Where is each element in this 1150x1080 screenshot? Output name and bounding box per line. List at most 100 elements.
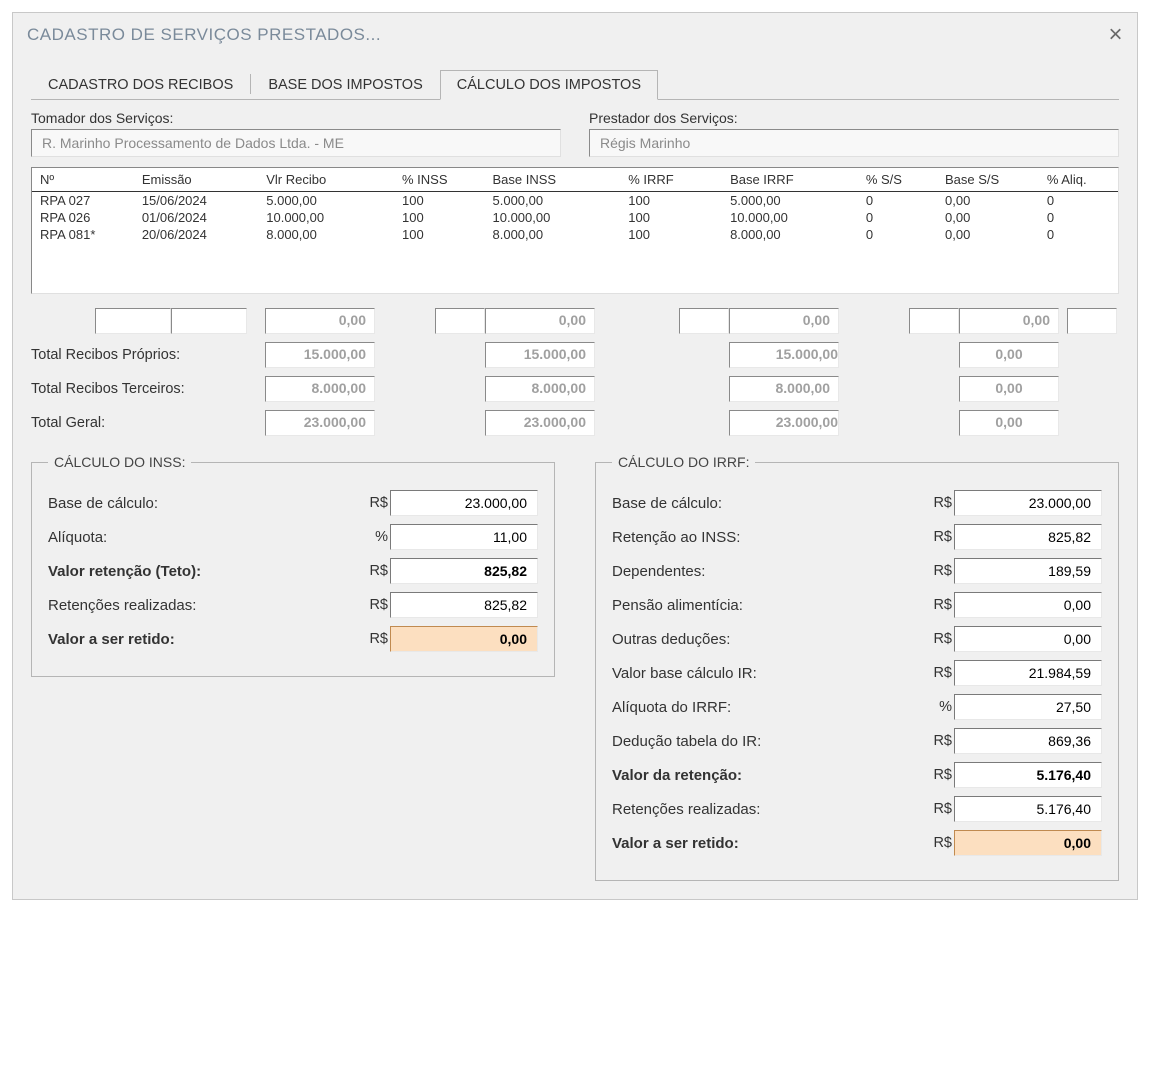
irrf-ded-label: Dedução tabela do IR: — [612, 733, 920, 750]
inss-retteto-field — [390, 558, 538, 584]
inss-retreal-unit: R$ — [356, 597, 390, 613]
total-terceiros-label: Total Recibos Terceiros: — [31, 381, 231, 397]
col-vlr-recibo: Vlr Recibo — [258, 168, 394, 192]
total-proprios-bss: 0,00 — [959, 342, 1059, 368]
close-icon[interactable]: × — [1108, 23, 1123, 47]
col-base-ss: Base S/S — [937, 168, 1039, 192]
cell-pct_aliq: 0 — [1039, 209, 1118, 226]
total-terceiros-bss: 0,00 — [959, 376, 1059, 402]
inss-valret-field — [390, 626, 538, 652]
total-geral-birrf: 23.000,00 — [729, 410, 839, 436]
cell-base_ss: 0,00 — [937, 192, 1039, 210]
irrf-retinss-field — [954, 524, 1102, 550]
cell-pct_irrf: 100 — [620, 192, 722, 210]
irrf-baseir-label: Valor base cálculo IR: — [612, 665, 920, 682]
tab-calculo-impostos[interactable]: CÁLCULO DOS IMPOSTOS — [440, 70, 658, 100]
r0-b2 — [171, 308, 247, 334]
cell-num: RPA 027 — [32, 192, 134, 210]
calc-irrf-legend: CÁLCULO DO IRRF: — [612, 454, 755, 470]
table-row[interactable]: RPA 081*20/06/20248.000,001008.000,00100… — [32, 226, 1118, 243]
r0-b4 — [679, 308, 729, 334]
col-base-inss: Base INSS — [485, 168, 621, 192]
tab-base-impostos[interactable]: BASE DOS IMPOSTOS — [251, 70, 439, 100]
cell-base_inss: 5.000,00 — [485, 192, 621, 210]
irrf-ded-field — [954, 728, 1102, 754]
total-terceiros-binss: 8.000,00 — [485, 376, 595, 402]
cell-emissao: 15/06/2024 — [134, 192, 258, 210]
irrf-valret-label: Valor da retenção: — [612, 767, 920, 784]
cell-pct_irrf: 100 — [620, 226, 722, 243]
inss-aliq-field — [390, 524, 538, 550]
irrf-valretido-label: Valor a ser retido: — [612, 835, 920, 852]
cell-base_irrf: 10.000,00 — [722, 209, 858, 226]
cell-base_irrf: 8.000,00 — [722, 226, 858, 243]
irrf-outras-label: Outras deduções: — [612, 631, 920, 648]
total-geral-vlr: 23.000,00 — [265, 410, 375, 436]
cell-num: RPA 026 — [32, 209, 134, 226]
cell-base_ss: 0,00 — [937, 226, 1039, 243]
table-row[interactable]: RPA 02601/06/202410.000,0010010.000,0010… — [32, 209, 1118, 226]
cell-num: RPA 081* — [32, 226, 134, 243]
r0-bss: 0,00 — [959, 308, 1059, 334]
irrf-retinss-label: Retenção ao INSS: — [612, 529, 920, 546]
total-proprios-birrf: 15.000,00 — [729, 342, 839, 368]
cell-pct_inss: 100 — [394, 192, 485, 210]
calc-inss-legend: CÁLCULO DO INSS: — [48, 454, 191, 470]
r0-birrf: 0,00 — [729, 308, 839, 334]
r0-b3 — [435, 308, 485, 334]
window-title: CADASTRO DE SERVIÇOS PRESTADOS... — [27, 25, 381, 45]
irrf-base-field — [954, 490, 1102, 516]
r0-b1 — [95, 308, 171, 334]
irrf-retreal-field — [954, 796, 1102, 822]
tomador-field — [31, 129, 561, 157]
inss-retteto-label: Valor retenção (Teto): — [48, 563, 356, 580]
col-emissao: Emissão — [134, 168, 258, 192]
cell-base_inss: 10.000,00 — [485, 209, 621, 226]
irrf-aliq-label: Alíquota do IRRF: — [612, 699, 920, 716]
cell-vlr_recibo: 8.000,00 — [258, 226, 394, 243]
inss-retreal-label: Retenções realizadas: — [48, 597, 356, 614]
cell-emissao: 20/06/2024 — [134, 226, 258, 243]
totals-block: 0,00 0,00 0,00 0,00 Total Recibos Própri… — [31, 308, 1119, 436]
col-pct-irrf: % IRRF — [620, 168, 722, 192]
irrf-outras-unit: R$ — [920, 631, 954, 647]
irrf-dep-field — [954, 558, 1102, 584]
recibos-grid[interactable]: Nº Emissão Vlr Recibo % INSS Base INSS %… — [31, 167, 1119, 294]
cell-pct_inss: 100 — [394, 226, 485, 243]
irrf-pensao-field — [954, 592, 1102, 618]
cell-pct_inss: 100 — [394, 209, 485, 226]
irrf-aliq-unit: % — [920, 699, 954, 715]
col-num: Nº — [32, 168, 134, 192]
tab-cadastro-recibos[interactable]: CADASTRO DOS RECIBOS — [31, 70, 250, 100]
irrf-base-unit: R$ — [920, 495, 954, 511]
inss-retreal-field — [390, 592, 538, 618]
r0-b6 — [1067, 308, 1117, 334]
inss-base-label: Base de cálculo: — [48, 495, 356, 512]
total-geral-binss: 23.000,00 — [485, 410, 595, 436]
irrf-valretido-field — [954, 830, 1102, 856]
prestador-field — [589, 129, 1119, 157]
cell-pct_ss: 0 — [858, 226, 937, 243]
window-frame: CADASTRO DE SERVIÇOS PRESTADOS... × CADA… — [12, 12, 1138, 900]
r0-b5 — [909, 308, 959, 334]
irrf-baseir-unit: R$ — [920, 665, 954, 681]
grid-header-row: Nº Emissão Vlr Recibo % INSS Base INSS %… — [32, 168, 1118, 192]
inss-valret-unit: R$ — [356, 631, 390, 647]
inss-aliq-label: Alíquota: — [48, 529, 356, 546]
cell-pct_ss: 0 — [858, 209, 937, 226]
irrf-outras-field — [954, 626, 1102, 652]
irrf-pensao-unit: R$ — [920, 597, 954, 613]
inss-valret-label: Valor a ser retido: — [48, 631, 356, 648]
cell-base_inss: 8.000,00 — [485, 226, 621, 243]
irrf-retreal-unit: R$ — [920, 801, 954, 817]
irrf-base-label: Base de cálculo: — [612, 495, 920, 512]
total-terceiros-vlr: 8.000,00 — [265, 376, 375, 402]
cell-base_irrf: 5.000,00 — [722, 192, 858, 210]
total-proprios-vlr: 15.000,00 — [265, 342, 375, 368]
cell-vlr_recibo: 10.000,00 — [258, 209, 394, 226]
cell-pct_aliq: 0 — [1039, 226, 1118, 243]
table-row[interactable]: RPA 02715/06/20245.000,001005.000,001005… — [32, 192, 1118, 210]
cell-pct_aliq: 0 — [1039, 192, 1118, 210]
cell-pct_irrf: 100 — [620, 209, 722, 226]
irrf-aliq-field — [954, 694, 1102, 720]
